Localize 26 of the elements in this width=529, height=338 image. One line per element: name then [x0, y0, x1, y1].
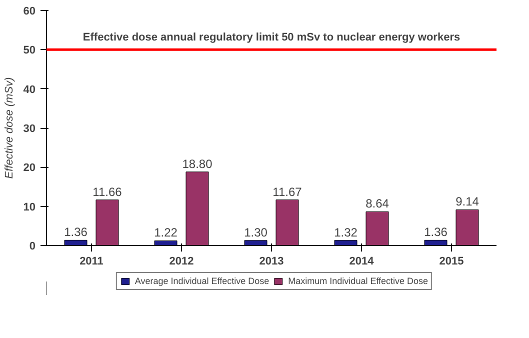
y-axis-title: Effective dose (mSv)	[3, 76, 16, 179]
y-tick-label: 10	[23, 201, 36, 214]
x-tick-label: 2014	[349, 256, 375, 268]
data-label: 11.66	[92, 184, 122, 199]
legend-label: Average Individual Effective Dose	[134, 276, 270, 286]
data-label: 8.64	[366, 196, 390, 211]
y-tick-label: 30	[23, 123, 36, 135]
y-tick-label: 0	[29, 240, 36, 252]
data-label: 9.14	[456, 194, 480, 209]
y-tick-label: 60	[23, 6, 36, 18]
data-label: 1.32	[334, 225, 358, 240]
data-label: 18.80	[182, 156, 213, 171]
data-label: 1.36	[424, 225, 448, 240]
y-tick-label: 20	[23, 162, 36, 174]
x-tick-label: 2015	[439, 256, 464, 268]
data-label: 1.36	[64, 225, 88, 240]
data-label: 1.22	[154, 226, 178, 240]
y-tick-label: 50	[23, 44, 36, 57]
x-tick-label: 2012	[169, 256, 194, 268]
x-tick-label: 2013	[259, 256, 284, 268]
y-tick-label: 40	[23, 84, 36, 96]
data-label: 11.67	[272, 184, 302, 199]
legend-label: Maximum Individual Effective Dose	[288, 276, 428, 286]
data-label: 1.30	[244, 225, 268, 240]
ref-line-label: Effective dose annual regulatory limit 50 mSv to nuclear energy workers	[82, 32, 460, 44]
x-tick-label: 2011	[80, 256, 104, 268]
